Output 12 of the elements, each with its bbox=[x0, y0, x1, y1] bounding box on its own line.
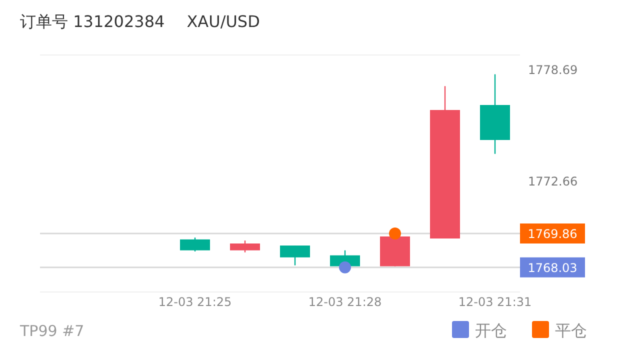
x-tick-label: 12-03 21:28 bbox=[308, 295, 382, 309]
x-tick-label: 12-03 21:31 bbox=[458, 295, 532, 309]
ref-line-label: 1769.86 bbox=[528, 226, 578, 241]
ref-line-label: 1768.03 bbox=[528, 260, 578, 275]
chart-title: 订单号 131202384 bbox=[20, 12, 165, 31]
y-tick-label: 1778.69 bbox=[528, 63, 578, 77]
chart-subtitle: XAU/USD bbox=[186, 12, 260, 31]
legend-label: 平仓 bbox=[555, 321, 587, 340]
x-tick-label: 12-03 21:25 bbox=[158, 295, 232, 309]
legend-label: 开仓 bbox=[475, 321, 507, 340]
y-tick-label: 1772.66 bbox=[528, 174, 578, 189]
text: TP99 #7 bbox=[19, 322, 84, 340]
